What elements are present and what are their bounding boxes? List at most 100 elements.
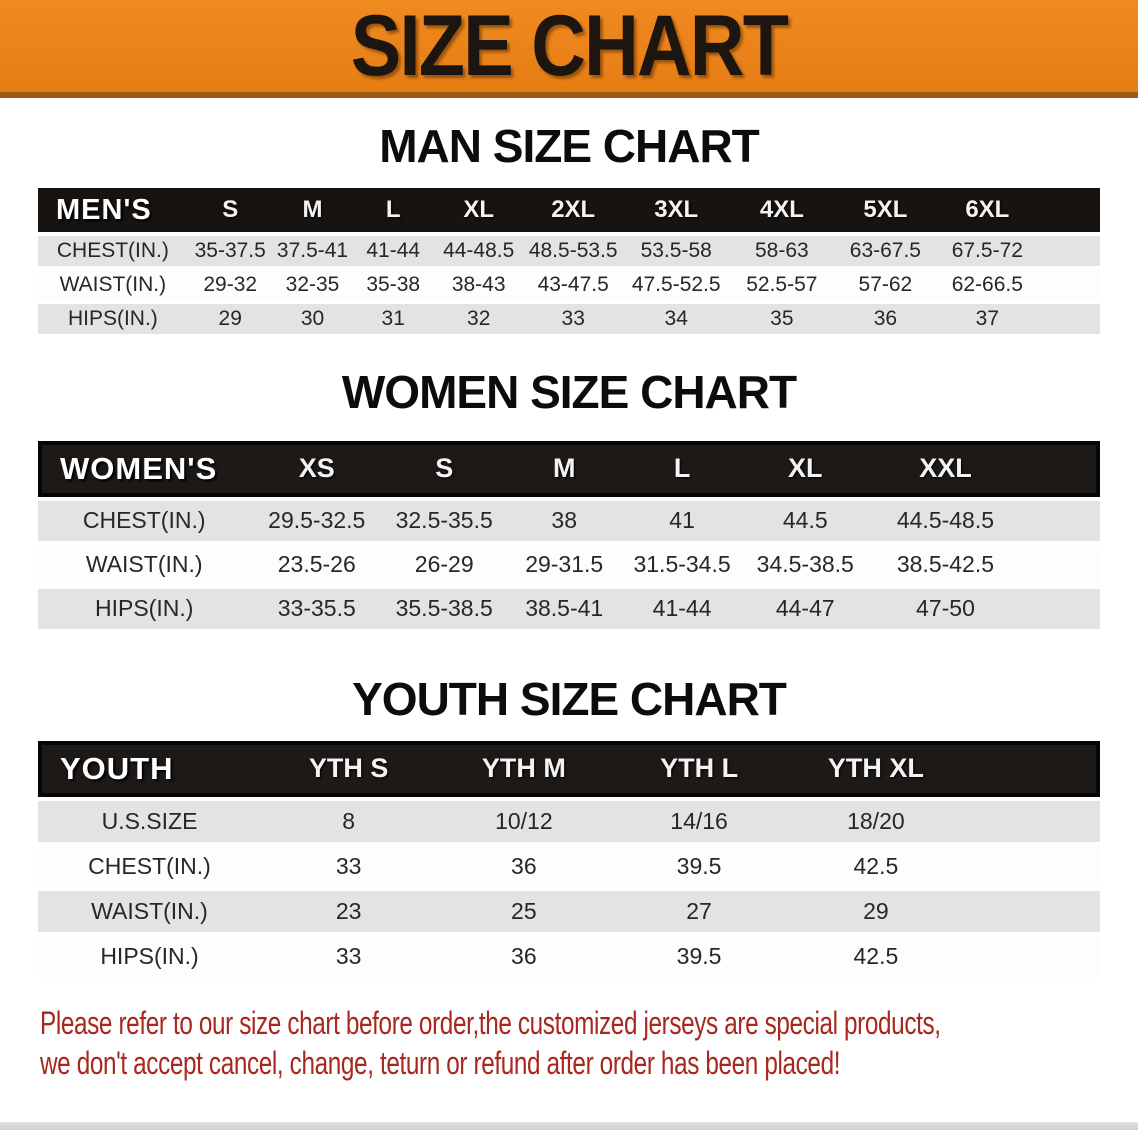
row-label: WAIST(IN.) <box>38 890 262 932</box>
value-cell: 36 <box>834 304 937 335</box>
value-cell: 37.5-41 <box>272 236 353 267</box>
value-cell: 8 <box>261 800 437 842</box>
value-cell: 31.5-34.5 <box>623 544 742 585</box>
size-column-header: L <box>352 188 435 233</box>
youth-corner-label: YOUTH <box>38 740 262 797</box>
value-cell: 34.5-38.5 <box>741 544 870 585</box>
value-cell: 23.5-26 <box>250 544 384 585</box>
value-cell: 32.5-35.5 <box>383 500 506 541</box>
table-row: HIPS(IN.) 33 36 39.5 42.5 <box>38 935 1100 977</box>
value-cell: 30 <box>272 304 353 335</box>
value-cell: 35-38 <box>352 270 435 301</box>
table-row: WAIST(IN.) 29-32 32-35 35-38 38-43 43-47.5 47.… <box>38 270 1100 301</box>
value-cell: 37 <box>936 304 1039 335</box>
table-row: CHEST(IN.) 29.5-32.5 32.5-35.5 38 41 44.5 44.5… <box>38 500 1100 541</box>
filler-cell <box>965 935 1100 977</box>
value-cell: 33-35.5 <box>250 588 384 629</box>
table-row: U.S.SIZE 8 10/12 14/16 18/20 <box>38 800 1100 842</box>
filler-cell <box>1021 500 1100 541</box>
value-cell: 63-67.5 <box>834 236 937 267</box>
value-cell: 53.5-58 <box>623 236 730 267</box>
row-label: CHEST(IN.) <box>38 236 188 267</box>
value-cell: 27 <box>611 890 787 932</box>
row-label: CHEST(IN.) <box>38 845 262 887</box>
disclaimer-line-2: we don't accept cancel, change, teturn o… <box>40 1044 841 1081</box>
women-header-row: WOMEN'S XS S M L XL XXL <box>38 440 1100 497</box>
filler-cell <box>1038 304 1100 335</box>
size-chart-banner: SIZE CHART <box>0 0 1138 98</box>
disclaimer-line-1: Please refer to our size chart before or… <box>40 1004 941 1041</box>
value-cell: 42.5 <box>786 845 966 887</box>
men-header-row: MEN'S S M L XL 2XL 3XL 4XL 5XL 6XL <box>38 188 1100 233</box>
men-size-table: MEN'S S M L XL 2XL 3XL 4XL 5XL 6XL CHEST(IN.) 35-37… <box>38 184 1100 338</box>
value-cell: 33 <box>523 304 624 335</box>
size-column-header: M <box>505 440 624 497</box>
row-label: WAIST(IN.) <box>38 544 251 585</box>
value-cell: 34 <box>623 304 730 335</box>
value-cell: 29.5-32.5 <box>250 500 384 541</box>
table-row: HIPS(IN.) 33-35.5 35.5-38.5 38.5-41 41-44 44-… <box>38 588 1100 629</box>
value-cell: 14/16 <box>611 800 787 842</box>
size-column-header: YTH M <box>436 740 612 797</box>
value-cell: 36 <box>436 845 612 887</box>
value-cell: 44.5-48.5 <box>869 500 1022 541</box>
value-cell: 47.5-52.5 <box>623 270 730 301</box>
size-column-header: S <box>383 440 506 497</box>
value-cell: 38-43 <box>434 270 524 301</box>
size-column-header: M <box>272 188 353 233</box>
men-corner-label: MEN'S <box>38 188 188 233</box>
filler-cell <box>965 845 1100 887</box>
filler-cell <box>1021 440 1100 497</box>
size-column-header: YTH L <box>611 740 787 797</box>
row-label: HIPS(IN.) <box>38 935 262 977</box>
filler-cell <box>1038 270 1100 301</box>
table-row: WAIST(IN.) 23 25 27 29 <box>38 890 1100 932</box>
size-column-header: YTH XL <box>786 740 966 797</box>
filler-cell <box>1038 236 1100 267</box>
order-disclaimer: Please refer to our size chart before or… <box>0 1003 1138 1083</box>
value-cell: 57-62 <box>834 270 937 301</box>
value-cell: 18/20 <box>786 800 966 842</box>
filler-cell <box>965 740 1100 797</box>
value-cell: 39.5 <box>611 935 787 977</box>
size-column-header: 4XL <box>729 188 835 233</box>
youth-section-heading: YOUTH SIZE CHART <box>352 672 787 725</box>
value-cell: 58-63 <box>729 236 835 267</box>
table-row: WAIST(IN.) 23.5-26 26-29 29-31.5 31.5-34.5 34… <box>38 544 1100 585</box>
size-column-header: XL <box>741 440 870 497</box>
women-size-table: WOMEN'S XS S M L XL XXL CHEST(IN.) 29.5-32.5 32.5… <box>38 437 1100 633</box>
value-cell: 10/12 <box>436 800 612 842</box>
value-cell: 38 <box>505 500 624 541</box>
women-section-heading: WOMEN SIZE CHART <box>341 366 797 419</box>
value-cell: 62-66.5 <box>936 270 1039 301</box>
table-row: HIPS(IN.) 29 30 31 32 33 34 35 36 37 <box>38 304 1100 335</box>
value-cell: 44-47 <box>741 588 870 629</box>
filler-cell <box>965 800 1100 842</box>
size-column-header: S <box>187 188 273 233</box>
value-cell: 38.5-41 <box>505 588 624 629</box>
value-cell: 29 <box>187 304 273 335</box>
value-cell: 41-44 <box>352 236 435 267</box>
value-cell: 31 <box>352 304 435 335</box>
value-cell: 29-32 <box>187 270 273 301</box>
size-column-header: 6XL <box>936 188 1039 233</box>
row-label: HIPS(IN.) <box>38 588 251 629</box>
value-cell: 43-47.5 <box>523 270 624 301</box>
value-cell: 26-29 <box>383 544 506 585</box>
value-cell: 44.5 <box>741 500 870 541</box>
size-column-header: XS <box>250 440 384 497</box>
value-cell: 67.5-72 <box>936 236 1039 267</box>
value-cell: 38.5-42.5 <box>869 544 1022 585</box>
value-cell: 35.5-38.5 <box>383 588 506 629</box>
value-cell: 25 <box>436 890 612 932</box>
value-cell: 23 <box>261 890 437 932</box>
filler-cell <box>965 890 1100 932</box>
value-cell: 44-48.5 <box>434 236 524 267</box>
size-column-header: 5XL <box>834 188 937 233</box>
banner-title: SIZE CHART <box>350 0 789 94</box>
bottom-divider <box>0 1122 1138 1130</box>
size-column-header: 2XL <box>523 188 624 233</box>
size-column-header: XL <box>434 188 524 233</box>
value-cell: 48.5-53.5 <box>523 236 624 267</box>
row-label: WAIST(IN.) <box>38 270 188 301</box>
